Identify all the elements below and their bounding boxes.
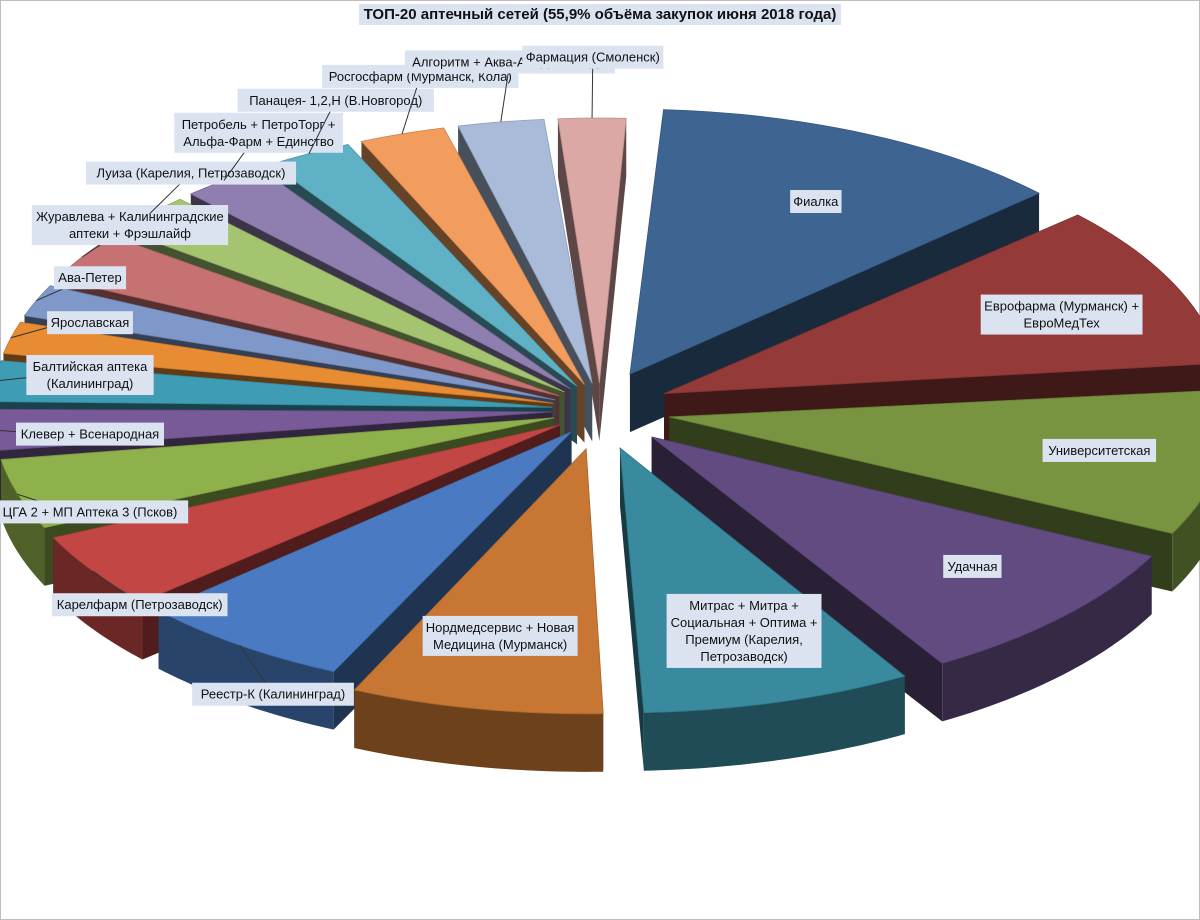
slice-label-text-6: Реестр-К (Калининград) <box>201 687 345 702</box>
slice-label-6: Реестр-К (Калининград) <box>192 682 354 706</box>
slice-label-9: Клевер + Всенародная <box>16 422 164 446</box>
slice-label-text-11: Ярославская <box>51 315 130 330</box>
slice-label-bg-3 <box>943 554 1002 578</box>
slice-label-text-8: ЦГА 2 + МП Аптека 3 (Псков) <box>3 504 178 519</box>
slice-label-10: Балтийская аптека (Калининград) <box>26 355 154 396</box>
slice-label-text-13: Журавлева + Калининградские <box>36 209 224 224</box>
chart-title-text: ТОП-20 аптечный сетей (55,9% объёма заку… <box>358 4 842 25</box>
slice-label-text-13: аптеки + Фрэшлайф <box>69 226 191 241</box>
slice-label-text-10: (Калининград) <box>47 376 134 391</box>
slice-label-1: Еврофарма (Мурманск) + ЕвроМедТех <box>980 294 1143 335</box>
slice-label-text-15: Петробель + ПетроТорг + <box>182 117 336 132</box>
slice-label-13: Журавлева + Калининградские аптеки + Фрэш… <box>31 205 229 246</box>
slice-label-bg-11 <box>47 311 133 335</box>
pie-top-layer <box>0 109 1200 715</box>
slice-18 <box>457 118 593 384</box>
slice-label-19: Фармация (Смоленск) <box>522 45 664 69</box>
slice-label-text-4: Социальная + Оптима + <box>671 615 818 630</box>
slice-label-text-1: ЕвроМедТех <box>1024 316 1101 331</box>
slice-label-8: ЦГА 2 + МП Аптека 3 (Псков) <box>0 500 189 524</box>
slice-label-bg-15 <box>174 112 343 153</box>
slice-label-bg-8 <box>0 500 189 524</box>
slice-label-text-5: Нордмедсервис + Новая <box>426 620 575 635</box>
slice-label-bg-12 <box>53 266 127 290</box>
slice-label-text-0: Фиалка <box>793 194 839 209</box>
slice-3 <box>651 436 1153 664</box>
slice-label-bg-5 <box>422 615 578 656</box>
slice-label-14: Луиза (Карелия, Петрозаводск) <box>85 161 297 185</box>
slice-label-text-15: Альфа-Фарм + Единство <box>183 134 334 149</box>
slice-label-bg-0 <box>790 190 842 214</box>
slice-label-3: Удачная <box>943 554 1002 578</box>
slice-label-12: Ава-Петер <box>53 266 127 290</box>
slice-label-15: Петробель + ПетроТорг + Альфа-Фарм + Един… <box>174 112 343 153</box>
slice-label-text-9: Клевер + Всенародная <box>21 427 159 442</box>
slice-label-text-4: Премиум (Карелия, <box>685 632 803 647</box>
slice-17 <box>360 127 585 385</box>
slice-label-text-19: Фармация (Смоленск) <box>526 50 660 65</box>
pie-label-layer: Фиалка Еврофарма (Мурманск) + ЕвроМедТех Ун… <box>0 45 1157 706</box>
slice-label-text-16: Панацея- 1,2,Н (В.Новгород) <box>249 93 422 108</box>
slice-0 <box>629 109 1041 375</box>
slice-label-bg-2 <box>1042 438 1157 462</box>
slice-wall-19-1 <box>599 118 627 442</box>
slice-label-16: Панацея- 1,2,Н (В.Новгород) <box>237 88 434 112</box>
slice-label-bg-13 <box>31 205 229 246</box>
slice-2 <box>669 390 1200 534</box>
slice-label-text-12: Ава-Петер <box>58 270 121 285</box>
chart-title: ТОП-20 аптечный сетей (55,9% объёма заку… <box>0 4 1200 25</box>
slice-wall-19-0 <box>557 118 600 442</box>
slice-label-text-14: Луиза (Карелия, Петрозаводск) <box>97 166 286 181</box>
slice-label-bg-4 <box>666 593 822 668</box>
slice-label-11: Ярославская <box>47 311 133 335</box>
slice-side-2 <box>1172 501 1200 592</box>
slice-label-bg-10 <box>26 355 154 396</box>
slice-label-bg-16 <box>237 88 434 112</box>
slice-label-4: Митрас + Митра + Социальная + Оптима + Пре… <box>666 593 822 668</box>
slice-label-text-2: Университетская <box>1048 443 1150 458</box>
slice-label-bg-14 <box>85 161 297 185</box>
slice-side-5 <box>354 690 604 772</box>
slice-label-5: Нордмедсервис + Новая Медицина (Мурманск) <box>422 615 578 656</box>
slice-label-text-10: Балтийская аптека <box>33 359 148 374</box>
slice-label-text-7: Карелфарм (Петрозаводск) <box>57 597 223 612</box>
slice-label-text-5: Медицина (Мурманск) <box>433 637 567 652</box>
slice-label-text-1: Еврофарма (Мурманск) + <box>984 299 1139 314</box>
slice-label-bg-6 <box>192 682 354 706</box>
slice-label-bg-9 <box>16 422 164 446</box>
slice-label-text-3: Удачная <box>947 559 997 574</box>
slice-side-4 <box>643 676 905 771</box>
slice-label-0: Фиалка <box>790 190 842 214</box>
slice-label-bg-7 <box>51 593 228 617</box>
slice-1 <box>663 214 1200 394</box>
slice-side-3 <box>942 556 1152 722</box>
slice-wall-4-1 <box>619 447 644 771</box>
slice-label-7: Карелфарм (Петрозаводск) <box>51 593 228 617</box>
slice-label-text-4: Митрас + Митра + <box>689 598 799 613</box>
slice-label-text-4: Петрозаводск) <box>700 649 787 664</box>
slice-label-2: Университетская <box>1042 438 1157 462</box>
slice-19 <box>557 117 627 384</box>
slice-label-bg-1 <box>980 294 1143 335</box>
slice-label-bg-19 <box>522 45 664 69</box>
